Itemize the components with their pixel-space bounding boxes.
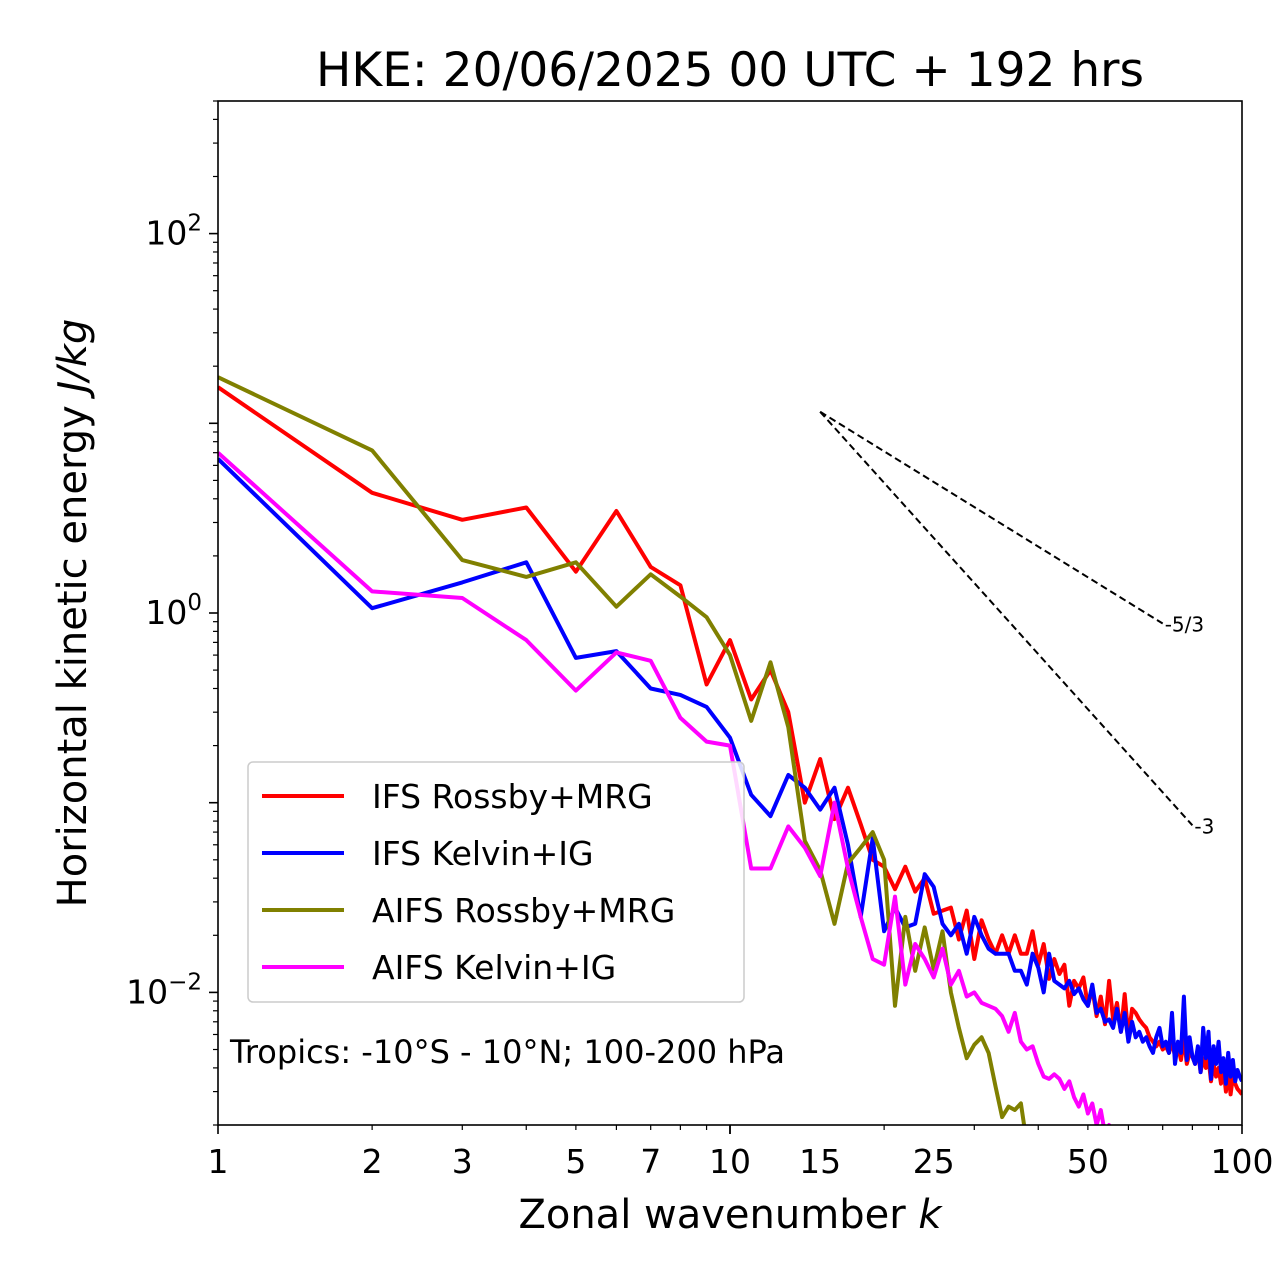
x-tick-label-2: 3 — [452, 1142, 473, 1181]
x-tick-label-8: 50 — [1067, 1142, 1109, 1181]
legend-box — [247, 761, 745, 1003]
y-tick-label-1: 100 — [145, 590, 202, 632]
x-tick-label-5: 10 — [709, 1142, 751, 1181]
chart-title: HKE: 20/06/2025 00 UTC + 192 hrs — [316, 43, 1144, 98]
x-tick-label-7: 25 — [913, 1142, 955, 1181]
y-tick-label-0: 10−2 — [126, 969, 202, 1011]
reference-label-0: -5/3 — [1165, 613, 1204, 637]
x-tick-label-4: 7 — [640, 1142, 661, 1181]
series-line-2 — [218, 375, 1027, 1125]
legend: IFS Rossby+MRG IFS Kelvin+IG AIFS Rossby+M… — [247, 761, 745, 1003]
legend-label-2: AIFS Rossby+MRG — [372, 891, 675, 930]
y-axis-ticks: 10−2 100 102 — [126, 100, 218, 1126]
x-tick-label-3: 5 — [565, 1142, 586, 1181]
x-tick-label-0: 1 — [208, 1142, 229, 1181]
y-tick-label-2: 102 — [145, 211, 202, 253]
legend-label-3: AIFS Kelvin+IG — [372, 948, 616, 987]
reference-label-1: -3 — [1194, 814, 1214, 838]
y-axis-label: Horizontal kinetic energy J/kg — [50, 319, 96, 908]
x-axis-ticks: 1 2 3 5 7 10 15 25 50 100 — [208, 1125, 1274, 1181]
series-layer — [218, 375, 1242, 1125]
reference-line-1 — [819, 411, 1194, 826]
region-annotation: Tropics: -10°S - 10°N; 100-200 hPa — [229, 1033, 785, 1071]
reference-slope-lines: -5/3 -3 — [819, 410, 1214, 838]
x-tick-label-9: 100 — [1211, 1142, 1274, 1181]
x-tick-label-6: 15 — [799, 1142, 841, 1181]
series-line-3 — [218, 451, 1112, 1125]
legend-label-0: IFS Rossby+MRG — [372, 777, 653, 816]
x-axis-label: Zonal wavenumber k — [518, 1192, 943, 1238]
legend-label-1: IFS Kelvin+IG — [372, 834, 594, 873]
x-tick-label-1: 2 — [362, 1142, 383, 1181]
series-line-1 — [218, 457, 1242, 1086]
reference-line-0 — [819, 410, 1164, 625]
